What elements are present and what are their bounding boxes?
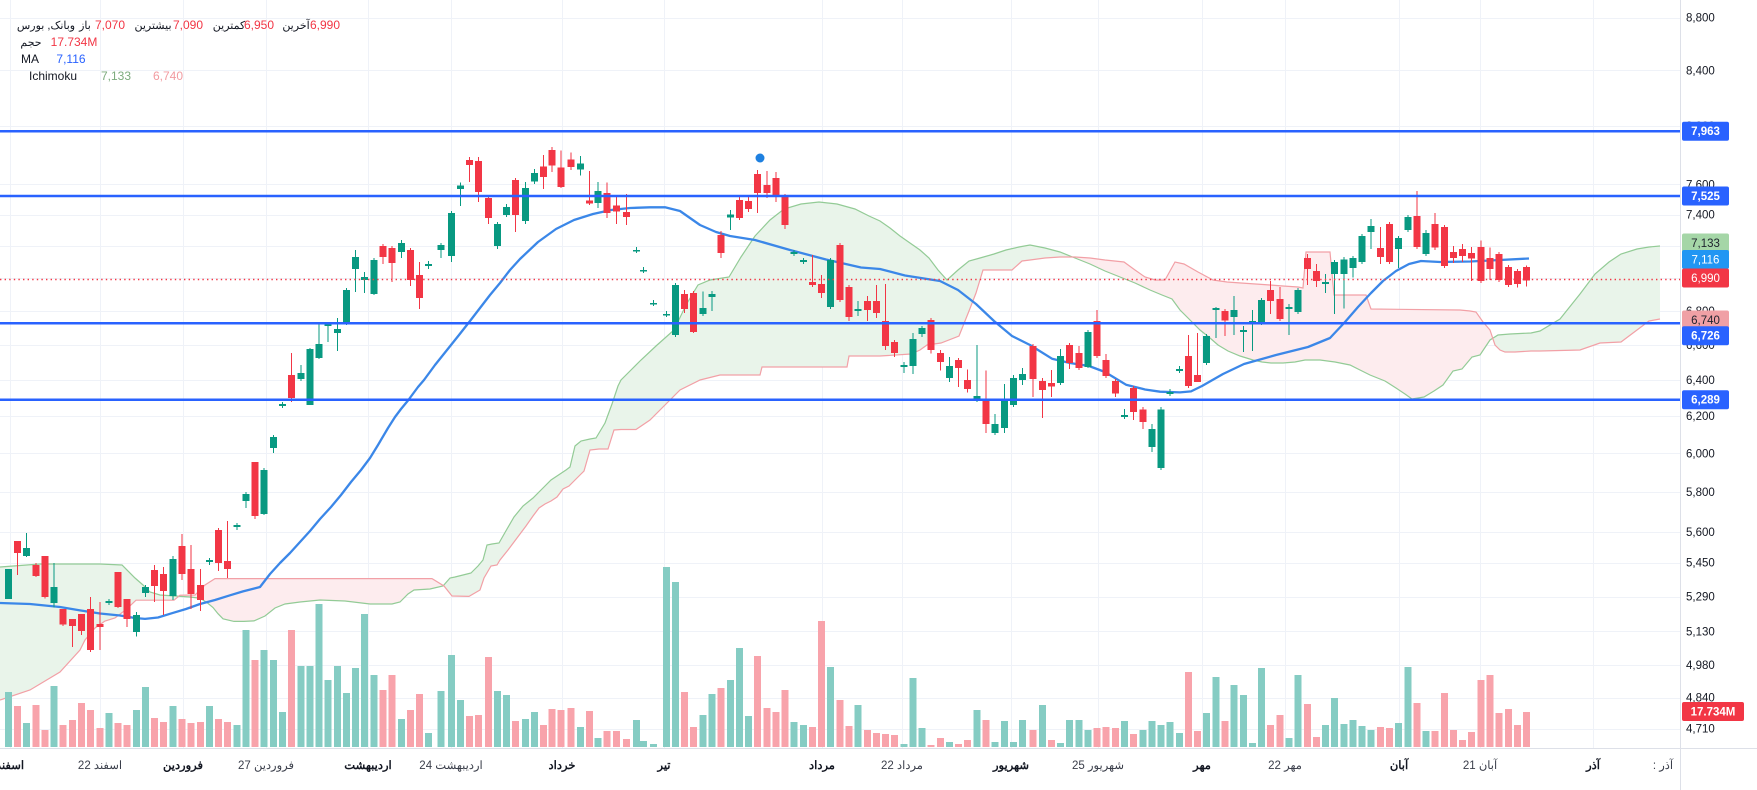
svg-text:6,990: 6,990 xyxy=(310,18,340,32)
svg-text:21 آبان: 21 آبان xyxy=(1463,757,1498,772)
svg-text:17.734M: 17.734M xyxy=(1691,707,1736,719)
svg-text:5,600: 5,600 xyxy=(1686,527,1715,539)
svg-text:22 مهر: 22 مهر xyxy=(1268,760,1302,772)
svg-text:6,289: 6,289 xyxy=(1691,395,1720,407)
svg-text:آخرین: آخرین xyxy=(282,19,310,32)
svg-text:وبانک, بورس: وبانک, بورس xyxy=(17,20,75,32)
svg-text:8,800: 8,800 xyxy=(1686,13,1715,25)
svg-text:7,133: 7,133 xyxy=(101,69,131,83)
svg-text:مرداد: مرداد xyxy=(809,759,835,773)
svg-text:6,200: 6,200 xyxy=(1686,411,1715,423)
svg-text:17.734M: 17.734M xyxy=(51,35,98,49)
svg-text:اردیبهشت: اردیبهشت xyxy=(344,759,391,773)
svg-text:MA: MA xyxy=(21,52,39,66)
svg-text:7,090: 7,090 xyxy=(173,18,203,32)
svg-text:7,133: 7,133 xyxy=(1691,238,1720,250)
svg-text:حجم: حجم xyxy=(20,37,41,49)
svg-text:6,990: 6,990 xyxy=(1691,273,1720,285)
svg-text:6,400: 6,400 xyxy=(1686,375,1715,387)
svg-text:آبان: آبان xyxy=(1390,756,1410,772)
svg-text:27 فروردین: 27 فروردین xyxy=(238,760,294,772)
svg-text:6,000: 6,000 xyxy=(1686,448,1715,460)
svg-text:5,450: 5,450 xyxy=(1686,558,1715,570)
svg-text:22 مرداد: 22 مرداد xyxy=(881,759,923,772)
svg-text:5,800: 5,800 xyxy=(1686,487,1715,499)
svg-text:کمترین: کمترین xyxy=(213,20,246,32)
svg-text:7,525: 7,525 xyxy=(1691,191,1720,203)
svg-text:7,116: 7,116 xyxy=(56,52,85,66)
svg-text:7,070: 7,070 xyxy=(95,18,125,32)
svg-text:مهر: مهر xyxy=(1192,760,1211,773)
svg-text:4,710: 4,710 xyxy=(1686,724,1715,736)
svg-text:‎: آذر: ‎: آذر xyxy=(1653,757,1674,772)
svg-text:22 اسفند: 22 اسفند xyxy=(78,759,122,772)
svg-text:25 شهریور: 25 شهریور xyxy=(1072,760,1124,772)
svg-text:اسفند: اسفند xyxy=(0,759,24,772)
svg-text:7,116: 7,116 xyxy=(1692,255,1720,267)
svg-text:5,130: 5,130 xyxy=(1686,627,1715,639)
svg-text:خرداد: خرداد xyxy=(549,759,576,773)
svg-text:فروردین: فروردین xyxy=(163,760,204,773)
svg-text:Ichimoku: Ichimoku xyxy=(29,69,77,83)
svg-text:6,740: 6,740 xyxy=(1691,315,1720,327)
svg-text:7,400: 7,400 xyxy=(1686,210,1715,222)
svg-text:آذر: آذر xyxy=(1585,756,1602,773)
svg-text:8,400: 8,400 xyxy=(1686,66,1715,78)
svg-text:4,840: 4,840 xyxy=(1686,693,1715,705)
svg-text:24 اردیبهشت: 24 اردیبهشت xyxy=(419,759,482,772)
svg-text:5,290: 5,290 xyxy=(1686,592,1715,604)
svg-text:4,980: 4,980 xyxy=(1686,660,1715,672)
svg-text:باز: باز xyxy=(78,20,91,32)
svg-text:شهریور: شهریور xyxy=(992,760,1029,773)
svg-text:تیر: تیر xyxy=(656,760,671,773)
svg-text:6,950: 6,950 xyxy=(244,18,274,32)
svg-text:6,726: 6,726 xyxy=(1691,331,1720,343)
svg-text:6,740: 6,740 xyxy=(153,69,183,83)
svg-text:بیشترین: بیشترین xyxy=(134,20,171,32)
svg-text:7,963: 7,963 xyxy=(1691,126,1720,138)
